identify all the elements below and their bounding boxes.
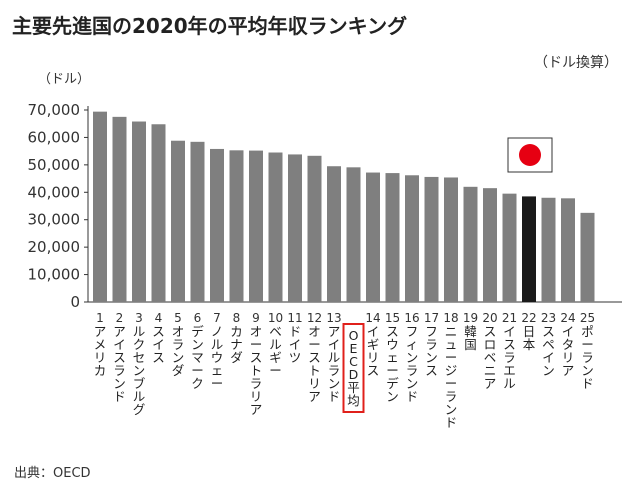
category-label: フランス xyxy=(425,324,438,378)
rank-label: 10 xyxy=(268,311,283,325)
y-tick-label: 0 xyxy=(70,293,80,311)
category-label: イギリス xyxy=(367,324,380,378)
bar xyxy=(366,172,380,302)
bar xyxy=(307,155,322,302)
bar xyxy=(151,124,166,303)
category-label: ルクセンブルグ xyxy=(133,324,146,417)
category-label: スロベニア xyxy=(484,324,497,391)
unit-note: （ドル換算） xyxy=(534,55,618,71)
japan-flag xyxy=(507,137,553,173)
category-label: ニュージーランド xyxy=(445,324,458,430)
category-label: 日本 xyxy=(523,324,536,352)
bar xyxy=(229,150,244,302)
category-label: ポーランド xyxy=(581,324,594,391)
rank-label: 14 xyxy=(365,311,380,325)
chart-title: 主要先進国の2020年の平均年収ランキング xyxy=(12,14,408,38)
rank-label: 2 xyxy=(116,311,124,325)
rank-label: 8 xyxy=(233,311,241,325)
rank-label: 19 xyxy=(463,311,478,325)
rank-label: 15 xyxy=(385,311,400,325)
y-tick-label: 10,000 xyxy=(28,266,81,284)
japan-flag-circle xyxy=(519,144,541,166)
category-label: カナダ xyxy=(230,324,243,365)
rank-label: 12 xyxy=(307,311,322,325)
bar xyxy=(288,154,302,302)
rank-label: 1 xyxy=(96,311,104,325)
bar xyxy=(171,140,185,302)
bar xyxy=(580,212,595,302)
bar xyxy=(502,193,517,302)
rank-label: 4 xyxy=(155,311,163,325)
category-label: スイス xyxy=(152,324,165,365)
category-label: フィンランド xyxy=(406,324,419,404)
rank-label: 13 xyxy=(326,311,341,325)
rank-label: 11 xyxy=(287,311,302,325)
category-label: デンマーク xyxy=(191,324,204,391)
category-label: イタリア xyxy=(562,324,575,378)
rank-label: 9 xyxy=(252,311,260,325)
bar xyxy=(541,197,556,302)
bar xyxy=(424,176,439,302)
y-tick-label: 40,000 xyxy=(28,183,81,201)
rank-label: 24 xyxy=(560,311,575,325)
oecd-highlight-box xyxy=(342,323,365,413)
category-label: イスラエル xyxy=(503,324,516,391)
bar xyxy=(405,175,419,302)
rank-label: 3 xyxy=(135,311,143,325)
rank-label: 23 xyxy=(541,311,556,325)
bar xyxy=(93,111,107,302)
rank-label: 5 xyxy=(174,311,182,325)
category-label: オーストラリア xyxy=(250,324,263,417)
category-label: ノルウェー xyxy=(211,324,224,391)
category-label: スウェーデン xyxy=(386,324,399,404)
rank-label: 22 xyxy=(521,311,536,325)
bar xyxy=(190,141,205,302)
rank-label: 20 xyxy=(482,311,497,325)
y-tick-label: 30,000 xyxy=(28,211,81,229)
category-label: 韓国 xyxy=(464,324,477,352)
bar xyxy=(346,167,361,302)
category-label: アイスランド xyxy=(113,324,126,404)
y-tick-label: 20,000 xyxy=(28,238,81,256)
bar xyxy=(522,196,536,302)
bar xyxy=(249,150,263,302)
rank-label: 25 xyxy=(580,311,595,325)
bar xyxy=(385,173,400,302)
category-label: スペイン xyxy=(542,324,555,378)
rank-label: 17 xyxy=(424,311,439,325)
rank-label: 6 xyxy=(194,311,202,325)
bar xyxy=(463,186,478,302)
bar xyxy=(132,121,146,303)
bar xyxy=(210,148,224,302)
source-note: 出典：OECD xyxy=(14,466,91,481)
category-label: オーストリア xyxy=(308,324,321,404)
rank-label: 18 xyxy=(443,311,458,325)
rank-label: 21 xyxy=(502,311,517,325)
bar xyxy=(268,152,283,302)
category-label: アイルランド xyxy=(328,324,341,404)
y-axis-label: （ドル） xyxy=(38,72,91,87)
y-tick-label: 50,000 xyxy=(28,156,81,174)
category-label: アメリカ xyxy=(94,324,107,378)
bar xyxy=(483,188,497,302)
y-tick-label: 60,000 xyxy=(28,128,81,146)
bar xyxy=(112,116,127,302)
y-tick-label: 70,000 xyxy=(28,101,81,119)
rank-label: 16 xyxy=(404,311,419,325)
rank-label: 7 xyxy=(213,311,221,325)
category-label: O E C D 平均 xyxy=(347,328,360,408)
category-label: ドイツ xyxy=(289,324,302,365)
category-label: ベルギー xyxy=(269,324,282,378)
bar xyxy=(327,166,341,302)
bar xyxy=(444,177,458,302)
category-label: オランダ xyxy=(172,324,185,378)
bar xyxy=(561,198,575,302)
